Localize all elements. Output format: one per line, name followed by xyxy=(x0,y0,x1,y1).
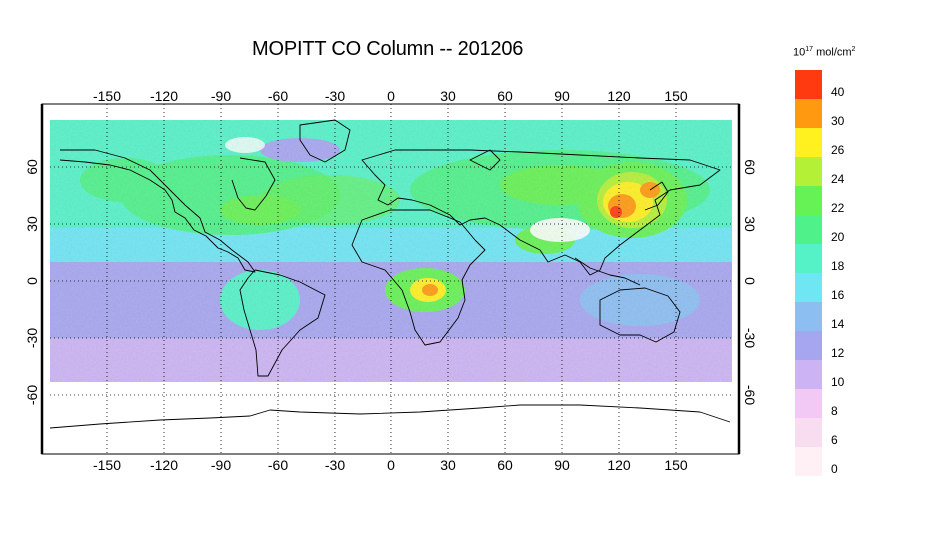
lat-tick-right: -60 xyxy=(742,385,758,405)
legend-entry: 0 xyxy=(795,447,855,476)
units-prefix: 10 xyxy=(793,46,806,59)
legend-swatch xyxy=(795,418,822,447)
lon-tick-bottom: -150 xyxy=(93,457,121,473)
lat-tick-left: 0 xyxy=(24,277,40,285)
legend-label: 0 xyxy=(831,462,838,476)
lat-tick-right: 0 xyxy=(742,277,758,285)
legend-entry: 10 xyxy=(795,360,855,389)
lon-tick-bottom: 60 xyxy=(497,457,513,473)
legend-units: 1017 mol/cm2 xyxy=(793,46,855,59)
legend-swatch xyxy=(795,447,822,476)
lon-tick-bottom: -90 xyxy=(211,457,231,473)
coastlines xyxy=(49,119,731,429)
lon-tick-top: 0 xyxy=(387,88,395,104)
lat-tick-right: 60 xyxy=(742,159,758,175)
lon-tick-top: -90 xyxy=(211,88,231,104)
graticule xyxy=(50,104,732,454)
legend-label: 20 xyxy=(831,230,845,244)
lat-tick-left: -30 xyxy=(24,328,40,348)
lon-tick-bottom: 120 xyxy=(607,457,631,473)
legend-label: 8 xyxy=(831,404,838,418)
legend-label: 40 xyxy=(831,85,845,99)
lon-tick-top: 30 xyxy=(440,88,456,104)
lon-tick-bottom: 30 xyxy=(440,457,456,473)
legend-swatch xyxy=(795,360,822,389)
legend-swatch xyxy=(795,215,822,244)
legend-swatch xyxy=(795,128,822,157)
legend-entry: 12 xyxy=(795,331,855,360)
legend-swatch xyxy=(795,389,822,418)
units-middle: mol/cm xyxy=(813,46,852,59)
map-title: MOPITT CO Column -- 201206 xyxy=(252,38,524,60)
lat-tick-right: -30 xyxy=(742,328,758,348)
lon-tick-top: -120 xyxy=(150,88,178,104)
lon-tick-top: -30 xyxy=(325,88,345,104)
lon-tick-top: -60 xyxy=(268,88,288,104)
legend-swatch xyxy=(795,99,822,128)
legend-label: 26 xyxy=(831,143,845,157)
legend-swatch xyxy=(795,157,822,186)
legend-swatch xyxy=(795,186,822,215)
legend-label: 12 xyxy=(831,346,845,360)
legend-entry: 20 xyxy=(795,215,855,244)
legend-label: 14 xyxy=(831,317,845,331)
legend-label: 16 xyxy=(831,288,845,302)
lat-tick-right: 30 xyxy=(742,216,758,232)
legend-entry: 22 xyxy=(795,186,855,215)
legend-swatch xyxy=(795,331,822,360)
units-exp1: 17 xyxy=(805,46,814,53)
lon-tick-bottom: 90 xyxy=(554,457,570,473)
legend-label: 10 xyxy=(831,375,845,389)
lon-tick-bottom: 0 xyxy=(387,457,395,473)
lon-tick-top: 150 xyxy=(664,88,688,104)
legend-swatch xyxy=(795,273,822,302)
legend-label: 30 xyxy=(831,114,845,128)
legend-entry: 16 xyxy=(795,273,855,302)
legend-label: 6 xyxy=(831,433,838,447)
legend-entry: 30 xyxy=(795,99,855,128)
legend-entry: 14 xyxy=(795,302,855,331)
legend-swatch xyxy=(795,70,822,99)
legend-entry: 8 xyxy=(795,389,855,418)
legend-swatch xyxy=(795,244,822,273)
lat-tick-left: 60 xyxy=(24,159,40,175)
lon-tick-bottom: -120 xyxy=(150,457,178,473)
units-exp2: 2 xyxy=(851,46,856,53)
lon-tick-bottom: 150 xyxy=(664,457,688,473)
lon-tick-top: 60 xyxy=(497,88,513,104)
legend-label: 24 xyxy=(831,172,845,186)
lat-tick-left: 30 xyxy=(24,216,40,232)
legend-swatch xyxy=(795,302,822,331)
legend-entry: 18 xyxy=(795,244,855,273)
lon-tick-bottom: -60 xyxy=(268,457,288,473)
lon-tick-top: 120 xyxy=(607,88,631,104)
legend-label: 18 xyxy=(831,259,845,273)
co-data-field xyxy=(42,104,739,454)
legend-entry: 6 xyxy=(795,418,855,447)
legend-entry: 24 xyxy=(795,157,855,186)
lon-tick-top: 90 xyxy=(554,88,570,104)
legend-label: 22 xyxy=(831,201,845,215)
lon-tick-bottom: -30 xyxy=(325,457,345,473)
legend-entry: 40 xyxy=(795,70,855,99)
legend-entry: 26 xyxy=(795,128,855,157)
lon-tick-top: -150 xyxy=(93,88,121,104)
lat-tick-left: -60 xyxy=(24,385,40,405)
